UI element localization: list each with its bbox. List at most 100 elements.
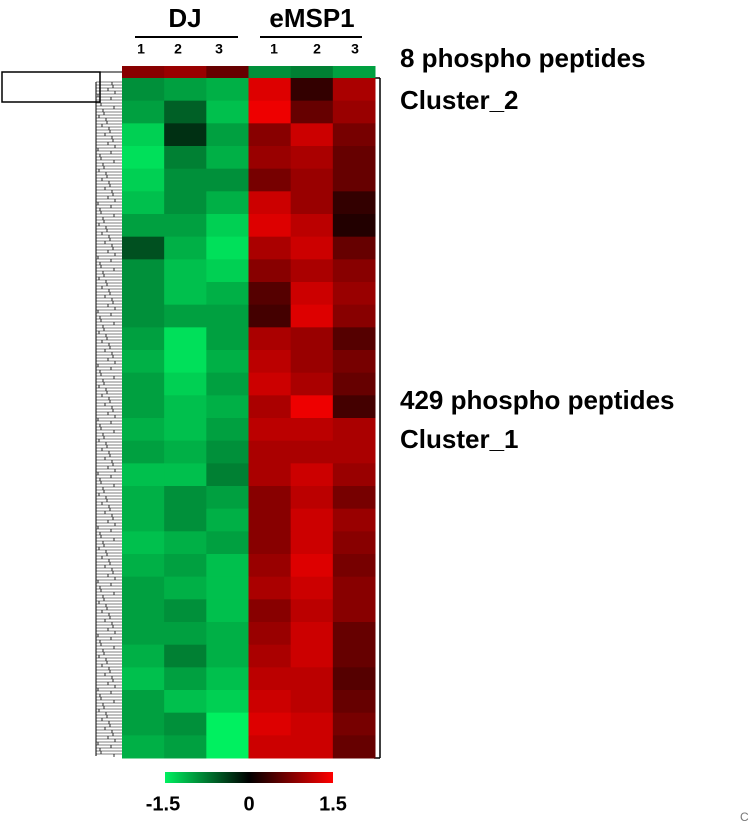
heatmap-cell: [164, 712, 207, 736]
heatmap-cell: [290, 168, 334, 192]
heatmap-cell: [164, 622, 207, 646]
heatmap-cell: [290, 66, 334, 79]
heatmap-cell: [248, 214, 292, 238]
heatmap-cell: [248, 418, 292, 442]
heatmap-cell: [332, 667, 376, 691]
heatmap-cell: [206, 622, 249, 646]
heatmap-cell: [248, 622, 292, 646]
heatmap-cell: [290, 644, 334, 668]
heatmap-cell: [164, 418, 207, 442]
heatmap-cell: [122, 622, 165, 646]
heatmap-cell: [248, 327, 292, 351]
column-label: 3: [351, 41, 359, 57]
heatmap-cell: [122, 259, 165, 283]
heatmap-cell: [248, 690, 292, 714]
heatmap-cell: [164, 486, 207, 510]
heatmap-cell: [206, 644, 249, 668]
footer-text: C: [740, 810, 749, 822]
heatmap-cell: [164, 168, 207, 192]
colorbar-tick-label: 0: [243, 793, 254, 815]
heatmap-cell: [248, 599, 292, 623]
heatmap-cell: [248, 282, 292, 306]
heatmap-cell: [122, 282, 165, 306]
heatmap-cell: [122, 372, 165, 396]
heatmap-cell: [248, 644, 292, 668]
heatmap-cell: [206, 440, 249, 464]
heatmap-cell: [206, 395, 249, 419]
heatmap-cell: [290, 599, 334, 623]
heatmap-cell: [164, 576, 207, 600]
heatmap-cell: [248, 236, 292, 260]
heatmap-cell: [248, 168, 292, 192]
heatmap-cell: [332, 214, 376, 238]
heatmap-cell: [290, 622, 334, 646]
heatmap-cell: [206, 576, 249, 600]
heatmap-cell: [164, 259, 207, 283]
heatmap-cell: [248, 123, 292, 147]
heatmap-cell: [290, 146, 334, 170]
heatmap-cell: [122, 214, 165, 238]
heatmap-cell: [206, 327, 249, 351]
heatmap-cell: [206, 123, 249, 147]
heatmap-cell: [206, 259, 249, 283]
heatmap-cell: [164, 644, 207, 668]
heatmap-cell: [290, 123, 334, 147]
heatmap-cell: [164, 508, 207, 532]
heatmap-cell: [248, 100, 292, 124]
heatmap-cell: [248, 259, 292, 283]
heatmap-cell: [332, 735, 376, 759]
heatmap-cell: [248, 667, 292, 691]
heatmap-cell: [164, 463, 207, 487]
heatmap-cell: [248, 712, 292, 736]
heatmap-cell: [122, 395, 165, 419]
heatmap-cell: [206, 214, 249, 238]
heatmap-cell: [122, 418, 165, 442]
heatmap-cell: [164, 214, 207, 238]
heatmap-cell: [290, 282, 334, 306]
heatmap-cell: [206, 282, 249, 306]
heatmap-cell: [206, 78, 249, 102]
heatmap-cell: [332, 463, 376, 487]
heatmap-cell: [332, 599, 376, 623]
heatmap-cell: [122, 599, 165, 623]
heatmap-cell: [248, 440, 292, 464]
column-label: 2: [174, 41, 182, 57]
heatmap-cell: [122, 463, 165, 487]
heatmap-cell: [332, 531, 376, 555]
heatmap-cell: [164, 123, 207, 147]
colorbar: [165, 772, 333, 783]
heatmap-cell: [248, 146, 292, 170]
heatmap-cell: [332, 418, 376, 442]
column-label: 3: [215, 41, 223, 57]
column-label: 2: [313, 41, 321, 57]
heatmap-cell: [164, 282, 207, 306]
heatmap-cell: [332, 100, 376, 124]
heatmap-cell: [332, 66, 376, 79]
heatmap-cell: [290, 531, 334, 555]
heatmap-cell: [248, 66, 292, 79]
heatmap-cell: [206, 508, 249, 532]
heatmap-cell: [122, 191, 165, 215]
heatmap-cell: [290, 78, 334, 102]
heatmap-cell: [122, 100, 165, 124]
heatmap-cell: [290, 100, 334, 124]
heatmap-cell: [290, 304, 334, 328]
colorbar-tick-label: -1.5: [146, 793, 180, 815]
heatmap-cell: [164, 599, 207, 623]
heatmap-cell: [332, 282, 376, 306]
heatmap-cell: [248, 508, 292, 532]
heatmap-cell: [164, 350, 207, 374]
heatmap-cell: [332, 304, 376, 328]
heatmap-cell: [206, 712, 249, 736]
heatmap-cell: [206, 554, 249, 578]
heatmap-cell: [332, 327, 376, 351]
heatmap-cell: [290, 418, 334, 442]
heatmap-cell: [248, 395, 292, 419]
heatmap-cell: [122, 123, 165, 147]
heatmap-cell: [164, 735, 207, 759]
heatmap-cell: [290, 440, 334, 464]
heatmap-cell: [290, 395, 334, 419]
heatmap-cell: [122, 304, 165, 328]
